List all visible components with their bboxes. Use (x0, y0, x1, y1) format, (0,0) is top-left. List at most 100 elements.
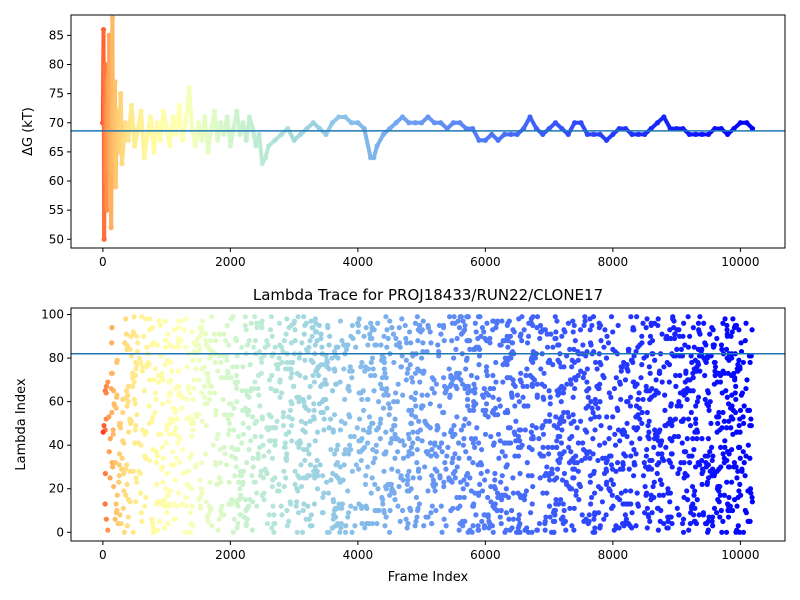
lambda-point (171, 327, 178, 333)
lambda-point (277, 394, 283, 400)
lambda-point (374, 520, 380, 527)
lambda-point (588, 342, 594, 348)
lambda-point (440, 325, 447, 331)
lambda-point (259, 325, 265, 331)
lambda-point (479, 325, 486, 331)
lambda-point (140, 427, 146, 433)
lambda-point (669, 520, 675, 527)
lambda-point (582, 455, 588, 461)
lambda-point (389, 486, 395, 492)
lambda-point (271, 512, 277, 518)
lambda-point (592, 396, 598, 403)
lambda-point (366, 414, 373, 420)
lambda-point (361, 333, 367, 339)
lambda-point (370, 446, 376, 453)
lambda-point (254, 325, 260, 331)
lambda-point (588, 501, 594, 507)
lambda-point (118, 520, 124, 527)
lambda-point (567, 505, 573, 511)
lambda-point (310, 372, 316, 379)
lambda-point (349, 375, 355, 381)
lambda-point (196, 342, 202, 348)
lambda-point (288, 399, 294, 405)
lambda-point (518, 370, 524, 376)
lambda-point (597, 399, 603, 405)
lambda-point (161, 525, 168, 531)
lambda-point (408, 394, 414, 400)
lambda-point (564, 353, 570, 359)
lambda-point (587, 479, 593, 485)
lambda-point (280, 414, 286, 420)
lambda-point (510, 516, 517, 522)
lambda-point (736, 488, 742, 494)
lambda-point (216, 475, 223, 481)
lambda-point (654, 505, 661, 511)
lambda-point (158, 353, 164, 359)
lambda-point (301, 399, 307, 405)
lambda-point (189, 433, 195, 440)
lambda-point (393, 390, 399, 396)
lambda-point (547, 401, 553, 407)
lambda-point (162, 362, 168, 368)
lambda-point (603, 460, 609, 466)
lambda-point (544, 464, 550, 470)
lambda-point (680, 333, 686, 339)
lambda-point (389, 325, 395, 331)
lambda-point (695, 320, 702, 326)
lambda-point (699, 457, 705, 464)
lambda-point (608, 314, 615, 320)
lambda-point (689, 503, 695, 509)
lambda-point (382, 370, 388, 376)
lambda-point (243, 327, 249, 333)
lambda-point (164, 510, 170, 516)
lambda-point (272, 425, 278, 431)
lambda-point (630, 359, 636, 366)
lambda-point (195, 412, 202, 418)
lambda-point (570, 412, 576, 418)
lambda-point (399, 438, 405, 444)
lambda-point (684, 436, 690, 442)
lambda-point (688, 409, 694, 416)
lambda-point (490, 372, 496, 379)
lambda-point (226, 427, 232, 433)
lambda-point (519, 314, 525, 320)
lambda-point (404, 340, 410, 346)
lambda-point (204, 401, 210, 407)
lambda-point (406, 488, 412, 494)
lambda-point (669, 464, 675, 470)
lambda-point (676, 399, 682, 405)
lambda-point (570, 466, 576, 472)
lambda-point (495, 318, 501, 324)
lambda-point (690, 375, 696, 381)
lambda-point (542, 383, 548, 389)
lambda-point (389, 466, 395, 472)
lambda-point (454, 414, 460, 420)
lambda-point (132, 401, 138, 407)
lambda-point (412, 320, 418, 326)
lambda-point (146, 377, 153, 383)
lambda-point (415, 436, 421, 442)
lambda-point (173, 385, 179, 392)
lambda-point (603, 512, 609, 518)
lambda-point (395, 449, 401, 455)
lambda-point (477, 346, 483, 352)
lambda-point (680, 418, 686, 424)
lambda-point (466, 420, 472, 427)
lambda-point (197, 333, 203, 339)
delta-g-trace-segment (247, 114, 255, 131)
lambda-point (258, 433, 264, 440)
lambda-point (671, 433, 678, 440)
lambda-point (267, 425, 274, 431)
lambda-point (132, 427, 138, 433)
lambda-point (606, 436, 612, 442)
lambda-point (436, 322, 442, 329)
lambda-point (716, 409, 722, 416)
lambda-point (537, 335, 543, 342)
lambda-point (567, 346, 573, 352)
lambda-point (452, 468, 458, 474)
lambda-point (549, 466, 555, 472)
lambda-point (357, 449, 364, 455)
lambda-point (276, 355, 282, 361)
lambda-point (608, 462, 615, 468)
lambda-point (528, 316, 534, 322)
